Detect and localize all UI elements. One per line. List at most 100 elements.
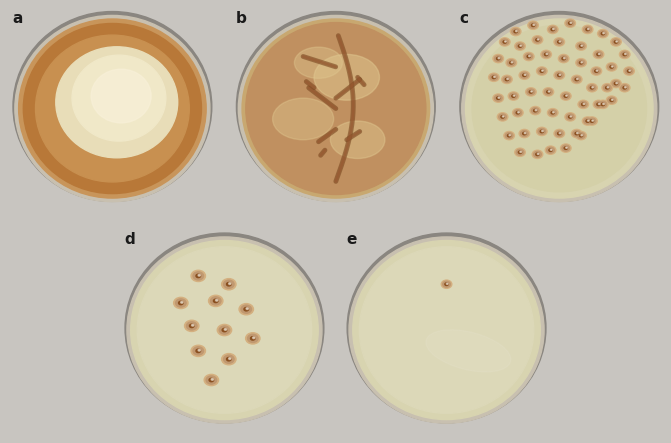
- Ellipse shape: [227, 358, 231, 361]
- Ellipse shape: [206, 376, 217, 384]
- Ellipse shape: [597, 103, 601, 105]
- Ellipse shape: [505, 78, 509, 81]
- Ellipse shape: [498, 97, 500, 98]
- Ellipse shape: [466, 19, 653, 198]
- Ellipse shape: [540, 70, 544, 72]
- Ellipse shape: [579, 134, 583, 137]
- Ellipse shape: [579, 45, 583, 47]
- Ellipse shape: [535, 153, 539, 155]
- Ellipse shape: [559, 74, 561, 75]
- Ellipse shape: [599, 101, 607, 107]
- Ellipse shape: [549, 110, 556, 116]
- Ellipse shape: [524, 132, 526, 134]
- Ellipse shape: [227, 283, 231, 286]
- Ellipse shape: [582, 25, 593, 34]
- Ellipse shape: [549, 27, 556, 32]
- Ellipse shape: [590, 86, 594, 89]
- Ellipse shape: [498, 58, 500, 59]
- Ellipse shape: [619, 84, 630, 92]
- Ellipse shape: [330, 121, 385, 159]
- Ellipse shape: [581, 62, 582, 63]
- Ellipse shape: [196, 274, 201, 278]
- Ellipse shape: [504, 132, 515, 140]
- Ellipse shape: [625, 87, 626, 88]
- Ellipse shape: [514, 30, 517, 33]
- Ellipse shape: [607, 87, 609, 88]
- Ellipse shape: [562, 145, 570, 151]
- Ellipse shape: [213, 299, 218, 303]
- Ellipse shape: [445, 283, 448, 285]
- Ellipse shape: [548, 25, 558, 34]
- Ellipse shape: [516, 43, 524, 49]
- Ellipse shape: [521, 131, 528, 136]
- Ellipse shape: [554, 71, 564, 79]
- Ellipse shape: [488, 73, 499, 82]
- Ellipse shape: [554, 129, 564, 138]
- Ellipse shape: [580, 101, 587, 107]
- Ellipse shape: [503, 76, 511, 82]
- Ellipse shape: [525, 54, 533, 59]
- Ellipse shape: [505, 132, 513, 139]
- Ellipse shape: [528, 21, 538, 29]
- Ellipse shape: [198, 274, 201, 276]
- Ellipse shape: [239, 303, 254, 315]
- Ellipse shape: [15, 16, 210, 202]
- Ellipse shape: [576, 58, 586, 67]
- Ellipse shape: [540, 130, 544, 133]
- Ellipse shape: [537, 67, 547, 75]
- Ellipse shape: [244, 307, 248, 311]
- Ellipse shape: [554, 38, 564, 46]
- Text: d: d: [124, 232, 135, 247]
- Ellipse shape: [223, 280, 234, 288]
- Ellipse shape: [537, 153, 539, 155]
- Ellipse shape: [521, 72, 528, 78]
- Ellipse shape: [611, 66, 613, 67]
- Ellipse shape: [472, 25, 646, 192]
- Ellipse shape: [560, 92, 571, 100]
- Ellipse shape: [347, 233, 546, 423]
- Ellipse shape: [516, 149, 524, 155]
- Ellipse shape: [597, 70, 598, 71]
- Ellipse shape: [586, 117, 597, 125]
- Ellipse shape: [542, 51, 550, 58]
- Ellipse shape: [353, 241, 540, 420]
- Ellipse shape: [621, 85, 629, 91]
- Ellipse shape: [607, 63, 617, 71]
- Ellipse shape: [525, 88, 536, 96]
- Ellipse shape: [426, 330, 511, 372]
- Ellipse shape: [558, 41, 561, 43]
- Ellipse shape: [36, 35, 189, 182]
- Ellipse shape: [529, 55, 530, 57]
- Ellipse shape: [493, 94, 503, 102]
- Ellipse shape: [544, 53, 548, 56]
- Ellipse shape: [605, 86, 609, 89]
- Ellipse shape: [541, 50, 552, 58]
- Ellipse shape: [512, 28, 519, 35]
- Ellipse shape: [515, 31, 517, 32]
- Ellipse shape: [248, 334, 258, 342]
- Ellipse shape: [524, 74, 526, 75]
- Text: a: a: [12, 11, 22, 26]
- Ellipse shape: [460, 12, 659, 202]
- Ellipse shape: [229, 358, 231, 359]
- Ellipse shape: [180, 302, 183, 303]
- Ellipse shape: [575, 132, 578, 135]
- Ellipse shape: [592, 68, 600, 74]
- Ellipse shape: [548, 109, 558, 117]
- Ellipse shape: [565, 113, 576, 121]
- Ellipse shape: [510, 93, 517, 99]
- Ellipse shape: [125, 233, 324, 423]
- Ellipse shape: [582, 117, 593, 125]
- Text: e: e: [346, 232, 356, 247]
- Ellipse shape: [558, 132, 561, 135]
- Ellipse shape: [599, 103, 600, 105]
- Ellipse shape: [295, 47, 342, 78]
- Ellipse shape: [570, 22, 572, 23]
- Ellipse shape: [250, 337, 255, 340]
- Ellipse shape: [497, 113, 508, 121]
- Ellipse shape: [562, 57, 566, 60]
- Ellipse shape: [527, 55, 531, 58]
- Ellipse shape: [558, 74, 561, 77]
- Ellipse shape: [518, 112, 519, 113]
- Ellipse shape: [127, 237, 322, 423]
